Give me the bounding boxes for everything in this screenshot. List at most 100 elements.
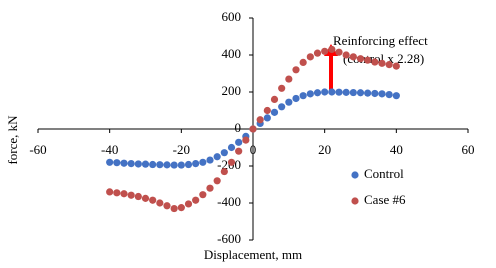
point <box>156 199 164 207</box>
point <box>278 84 286 92</box>
annotation: (control x 2.28) <box>343 51 424 66</box>
point <box>235 147 243 155</box>
point <box>149 196 157 204</box>
point <box>256 116 264 124</box>
point <box>141 160 150 168</box>
point <box>356 89 365 97</box>
point <box>328 88 336 96</box>
point <box>227 143 236 152</box>
y-tick-label: 600 <box>222 9 242 24</box>
point <box>106 188 114 196</box>
point <box>184 200 193 208</box>
x-axis-label: Displacement, mm <box>204 247 302 262</box>
legend-label: Control <box>364 166 404 181</box>
point <box>192 159 200 168</box>
point <box>220 149 228 157</box>
point <box>299 92 307 100</box>
point <box>371 89 379 98</box>
x-tick-label: 0 <box>250 142 257 157</box>
point <box>263 106 271 115</box>
point <box>364 56 372 64</box>
point <box>235 138 243 146</box>
point <box>342 88 350 96</box>
y-tick-label: -400 <box>217 194 241 209</box>
point <box>328 45 336 54</box>
point <box>199 158 207 166</box>
point <box>306 53 314 61</box>
point <box>184 160 193 169</box>
x-tick-label: -20 <box>173 142 190 157</box>
point <box>113 159 121 167</box>
point <box>134 160 142 168</box>
point <box>270 95 279 103</box>
point <box>127 159 135 168</box>
point <box>392 62 400 70</box>
legend-label: Case #6 <box>364 192 406 207</box>
point <box>378 59 386 67</box>
point <box>278 103 286 111</box>
point <box>220 167 228 176</box>
y-tick-label: 0 <box>235 120 242 135</box>
point <box>134 192 142 201</box>
y-axis-label: force, kN <box>5 115 20 165</box>
y-tick-label: 400 <box>222 46 242 61</box>
point <box>385 61 393 69</box>
point <box>206 156 214 164</box>
point <box>349 53 357 61</box>
x-tick-label: 40 <box>390 142 403 157</box>
annotation: Reinforcing effect <box>333 33 428 48</box>
x-tick-label: -60 <box>29 142 46 157</box>
point <box>285 98 293 106</box>
point <box>364 89 372 97</box>
point <box>213 177 221 185</box>
point <box>206 184 214 192</box>
legend-marker <box>351 171 359 179</box>
point <box>299 58 307 66</box>
legend-marker <box>351 197 359 205</box>
x-tick-label: -40 <box>101 142 118 157</box>
point <box>170 204 178 213</box>
point <box>378 90 386 98</box>
point <box>106 158 114 166</box>
point <box>335 48 343 56</box>
point <box>270 108 279 116</box>
point <box>349 88 357 97</box>
point <box>156 161 164 169</box>
point <box>342 51 350 59</box>
point <box>285 75 293 83</box>
point <box>392 92 400 100</box>
point <box>356 55 365 63</box>
point <box>227 158 236 166</box>
point <box>120 190 128 198</box>
point <box>177 161 185 169</box>
point <box>249 125 257 133</box>
point <box>113 189 121 197</box>
point <box>292 66 300 74</box>
point <box>313 89 322 97</box>
point <box>163 161 171 169</box>
point <box>321 88 329 96</box>
y-tick-label: 200 <box>222 83 242 98</box>
point <box>149 160 157 169</box>
point <box>313 49 322 57</box>
point <box>242 136 250 144</box>
point <box>127 191 135 199</box>
point <box>306 90 314 98</box>
point <box>292 94 300 103</box>
point <box>371 58 379 66</box>
point <box>120 159 128 167</box>
y-tick-label: -600 <box>217 231 241 246</box>
point <box>177 204 185 212</box>
point <box>163 202 171 210</box>
point <box>199 191 207 199</box>
point <box>192 196 200 204</box>
point <box>263 114 271 122</box>
x-tick-label: 60 <box>462 142 475 157</box>
point <box>141 194 150 202</box>
point <box>385 90 393 99</box>
point <box>170 161 178 169</box>
point <box>213 153 221 161</box>
point <box>335 88 343 96</box>
x-tick-label: 20 <box>318 142 331 157</box>
